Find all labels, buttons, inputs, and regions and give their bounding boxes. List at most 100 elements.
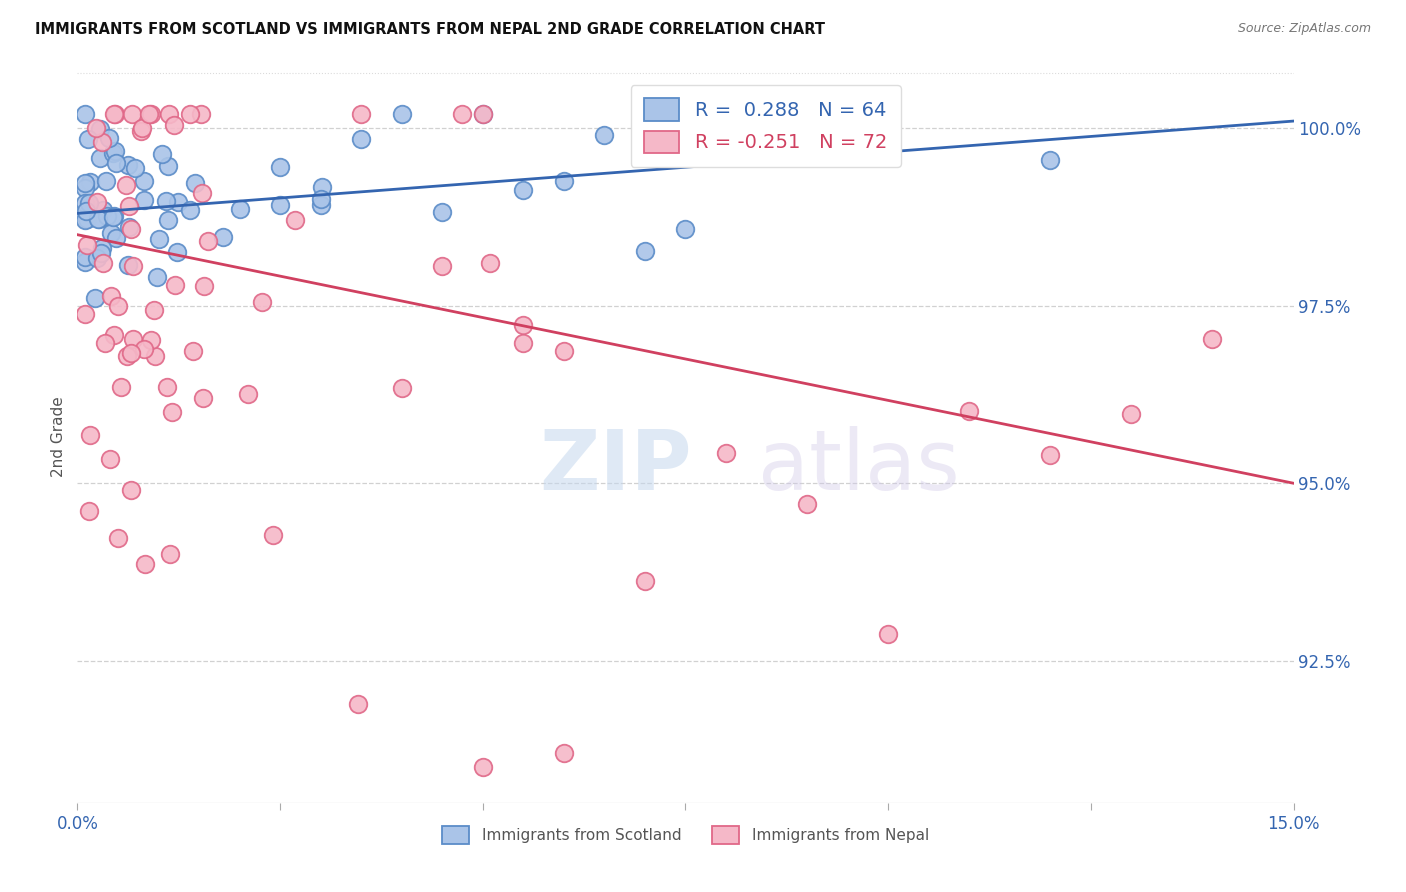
Point [350,107,373,121]
Point [796,497,818,511]
Point [143,349,166,363]
Point [91,256,114,270]
Point [634,244,657,258]
Point [141,107,163,121]
Point [471,107,494,121]
Point [105,230,128,244]
Point [167,195,190,210]
Point [1201,332,1223,346]
Point [118,219,141,234]
Point [714,445,737,459]
Point [191,391,214,405]
Y-axis label: 2nd Grade: 2nd Grade [51,397,66,477]
Point [131,120,153,135]
Text: ZIP: ZIP [540,425,692,507]
Point [75,107,97,121]
Point [512,318,534,332]
Point [675,222,697,236]
Point [430,260,453,274]
Point [236,387,259,401]
Point [553,746,575,760]
Point [101,146,124,161]
Point [155,194,177,209]
Point [77,131,100,145]
Point [148,232,170,246]
Point [84,291,107,305]
Point [138,107,160,121]
Point [75,181,97,195]
Point [79,196,101,211]
Point [391,107,413,121]
Point [163,118,186,132]
Point [104,144,127,158]
Point [94,174,117,188]
Point [104,156,127,170]
Point [1039,448,1062,462]
Point [94,336,117,351]
Point [117,158,139,172]
Point [156,380,179,394]
Point [124,161,146,175]
Point [190,107,212,121]
Point [121,259,143,273]
Point [90,246,112,260]
Point [143,302,166,317]
Point [100,226,122,240]
Point [593,128,616,142]
Point [79,175,101,189]
Point [75,176,97,190]
Point [75,307,97,321]
Point [450,107,472,121]
Point [76,211,98,226]
Point [118,199,141,213]
Point [284,213,307,227]
Point [145,270,167,285]
Point [103,328,125,343]
Point [134,193,156,207]
Point [269,197,291,211]
Point [179,202,201,217]
Point [84,120,107,135]
Point [97,130,120,145]
Point [634,574,657,588]
Point [79,428,101,442]
Point [107,299,129,313]
Point [309,192,332,206]
Point [165,277,187,292]
Point [157,107,180,121]
Point [121,107,143,121]
Point [101,211,124,225]
Point [184,176,207,190]
Point [391,381,413,395]
Point [179,107,201,121]
Point [150,147,173,161]
Point [347,697,370,711]
Point [76,238,98,252]
Text: atlas: atlas [758,425,960,507]
Point [471,760,494,774]
Point [110,380,132,394]
Point [87,211,110,226]
Point [350,132,373,146]
Point [877,627,900,641]
Point [87,211,110,226]
Point [430,204,453,219]
Point [103,209,125,223]
Point [262,527,284,541]
Point [75,196,97,211]
Point [471,107,494,121]
Point [120,222,142,236]
Text: Source: ZipAtlas.com: Source: ZipAtlas.com [1237,22,1371,36]
Point [139,333,162,347]
Point [122,332,145,346]
Point [957,404,980,418]
Point [107,531,129,545]
Point [212,229,235,244]
Legend: Immigrants from Scotland, Immigrants from Nepal: Immigrants from Scotland, Immigrants fro… [436,820,935,850]
Point [512,335,534,350]
Point [75,250,97,264]
Point [156,213,179,227]
Point [1121,407,1143,421]
Point [309,198,332,212]
Point [553,174,575,188]
